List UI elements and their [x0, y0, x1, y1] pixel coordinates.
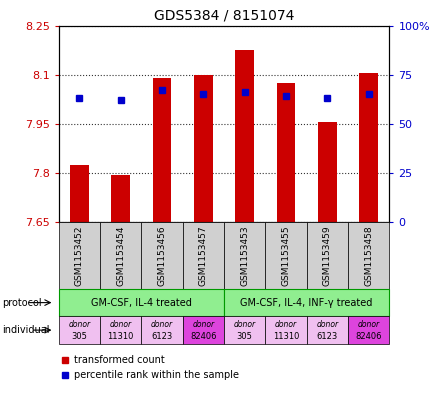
Text: donor: donor: [316, 320, 338, 329]
Text: donor: donor: [68, 320, 90, 329]
Text: 6123: 6123: [151, 332, 172, 341]
Bar: [276, 83, 295, 222]
Text: GM-CSF, IL-4, INF-γ treated: GM-CSF, IL-4, INF-γ treated: [240, 298, 372, 308]
Text: GSM1153458: GSM1153458: [363, 225, 372, 286]
Text: GSM1153456: GSM1153456: [157, 225, 166, 286]
Text: 305: 305: [236, 332, 252, 341]
Text: GSM1153457: GSM1153457: [198, 225, 207, 286]
Text: transformed count: transformed count: [74, 354, 164, 365]
Text: GSM1153454: GSM1153454: [116, 225, 125, 286]
Text: 305: 305: [71, 332, 87, 341]
Text: 11310: 11310: [272, 332, 299, 341]
Text: donor: donor: [192, 320, 214, 329]
Text: percentile rank within the sample: percentile rank within the sample: [74, 370, 238, 380]
Bar: [152, 78, 171, 222]
Bar: [194, 75, 212, 222]
Text: 11310: 11310: [107, 332, 134, 341]
Text: donor: donor: [357, 320, 379, 329]
Text: donor: donor: [274, 320, 296, 329]
Text: donor: donor: [109, 320, 132, 329]
Text: protocol: protocol: [2, 298, 42, 308]
Text: GSM1153452: GSM1153452: [75, 225, 84, 286]
Text: 82406: 82406: [355, 332, 381, 341]
Text: GSM1153453: GSM1153453: [240, 225, 249, 286]
Text: donor: donor: [151, 320, 173, 329]
Title: GDS5384 / 8151074: GDS5384 / 8151074: [154, 9, 293, 23]
Text: GSM1153455: GSM1153455: [281, 225, 290, 286]
Bar: [358, 73, 377, 222]
Bar: [317, 122, 336, 222]
Text: individual: individual: [2, 325, 49, 335]
Text: 82406: 82406: [190, 332, 216, 341]
Text: GM-CSF, IL-4 treated: GM-CSF, IL-4 treated: [91, 298, 191, 308]
Bar: [111, 174, 130, 222]
Text: 6123: 6123: [316, 332, 337, 341]
Bar: [70, 165, 89, 222]
Text: GSM1153459: GSM1153459: [322, 225, 331, 286]
Bar: [235, 50, 253, 222]
Text: donor: donor: [233, 320, 255, 329]
